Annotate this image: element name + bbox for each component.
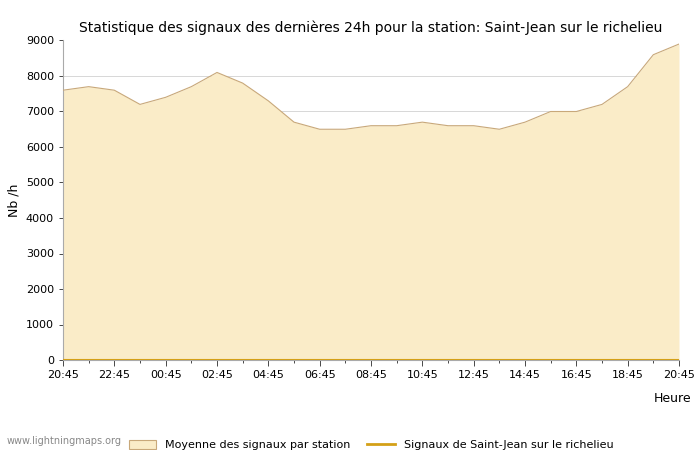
X-axis label: Heure: Heure <box>654 392 692 405</box>
Y-axis label: Nb /h: Nb /h <box>7 184 20 217</box>
Legend: Moyenne des signaux par station, Signaux de Saint-Jean sur le richelieu: Moyenne des signaux par station, Signaux… <box>129 440 613 450</box>
Text: www.lightningmaps.org: www.lightningmaps.org <box>7 436 122 446</box>
Title: Statistique des signaux des dernières 24h pour la station: Saint-Jean sur le ric: Statistique des signaux des dernières 24… <box>79 21 663 35</box>
